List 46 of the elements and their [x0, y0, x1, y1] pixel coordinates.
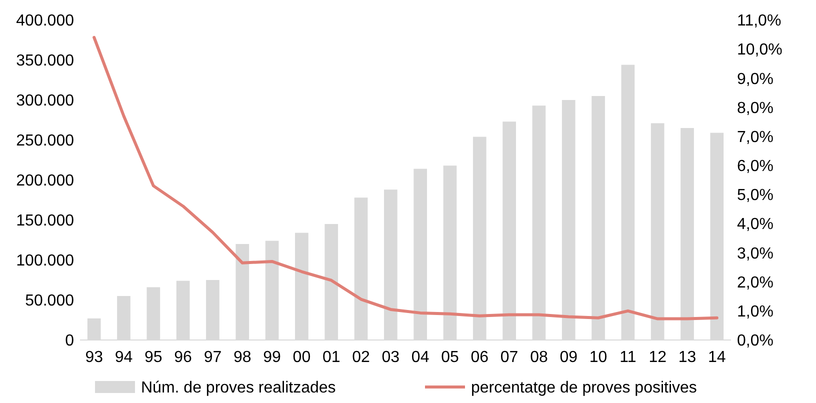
y-tick-label: 150.000	[16, 212, 74, 230]
y-tick-label: 250.000	[16, 132, 74, 150]
y2-tick-label: 10,0%	[737, 42, 782, 59]
y-tick-label: 350.000	[16, 52, 74, 70]
y2-tick-label: 9,0%	[737, 70, 774, 88]
y2-tick-label: 8,0%	[737, 100, 774, 117]
x-tick-label: 07	[500, 349, 518, 366]
x-tick-label: 02	[352, 349, 370, 366]
line-series	[92, 36, 718, 320]
y2-tick-label: 11,0%	[737, 12, 782, 30]
x-tick-label: 14	[708, 349, 726, 366]
y2-tick-label: 0,0%	[737, 332, 774, 350]
x-tick-label: 96	[174, 349, 192, 366]
y-tick-label: 0	[65, 332, 74, 350]
x-tick-label: 01	[322, 349, 340, 366]
x-tick-label: 10	[589, 349, 608, 366]
x-tick-label: 06	[470, 349, 489, 366]
x-tick-label: 00	[292, 349, 311, 366]
y2-tick-label: 1,0%	[737, 304, 774, 321]
y-tick-label: 100.000	[16, 252, 74, 270]
y2-tick-label: 5,0%	[737, 187, 774, 204]
y-tick-label: 300.000	[16, 92, 74, 110]
x-tick-label: 94	[114, 349, 133, 366]
y-tick-label: 200.000	[16, 172, 74, 190]
x-tick-label: 95	[144, 349, 162, 366]
x-tick-label: 11	[620, 349, 636, 366]
x-tick-label: 97	[204, 349, 222, 366]
x-tick-label: 03	[382, 349, 400, 366]
x-tick-label: 12	[648, 349, 667, 366]
legend-label: Núm. de proves realitzades	[141, 380, 336, 397]
y2-tick-label: 6,0%	[737, 158, 774, 176]
x-tick-label: 09	[560, 349, 578, 366]
y2-tick-label: 2,0%	[737, 274, 774, 292]
x-tick-label: 05	[441, 349, 459, 366]
x-tick-label: 04	[411, 349, 430, 366]
y2-tick-label: 3,0%	[737, 245, 774, 262]
x-tick-label: 13	[678, 349, 696, 366]
y-tick-label: 400.000	[16, 12, 74, 30]
y-tick-label: 50.000	[25, 292, 74, 310]
legend-label: percentatge de proves positives	[471, 380, 697, 397]
y2-tick-label: 7,0%	[737, 128, 774, 146]
x-tick-label: 98	[233, 349, 252, 366]
x-tick-label: 99	[263, 349, 282, 366]
x-tick-label: 93	[85, 349, 104, 366]
y2-tick-label: 4,0%	[737, 216, 774, 234]
x-tick-label: 08	[530, 349, 548, 366]
